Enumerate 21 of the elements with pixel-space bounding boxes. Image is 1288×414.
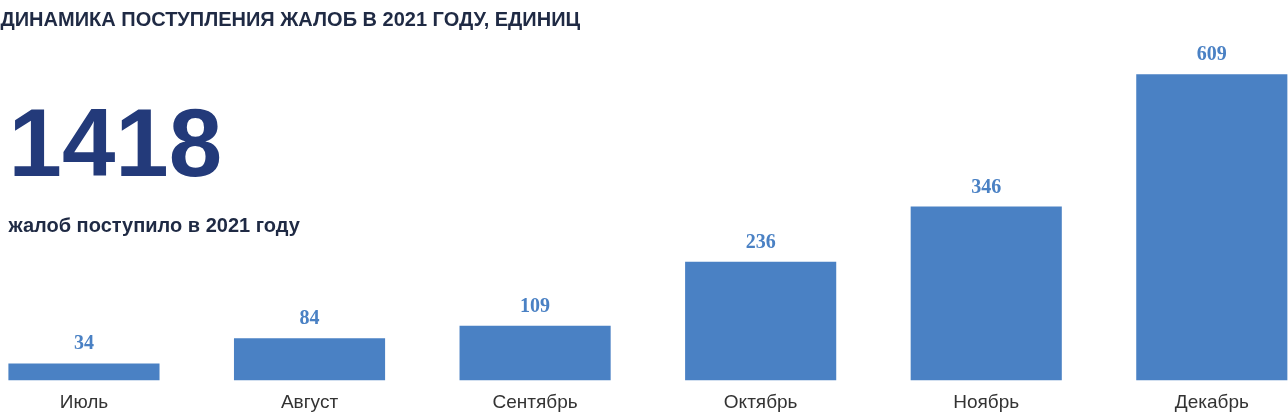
- data-label: 236: [745, 229, 776, 252]
- x-tick-label: Октябрь: [723, 390, 798, 412]
- chart-title: ДИНАМИКА ПОСТУПЛЕНИЯ ЖАЛОБ В 2021 ГОДУ, ЕДИНИЦ: [0, 7, 581, 30]
- bar: [910, 206, 1062, 381]
- x-tick-label: Декабрь: [1174, 390, 1249, 412]
- bar: [685, 261, 837, 381]
- data-label: 609: [1196, 42, 1227, 65]
- bar: [459, 325, 611, 381]
- data-label: 109: [520, 293, 551, 316]
- annotation: 1418: [8, 88, 223, 196]
- annotation: жалоб поступило в 2021 году: [7, 213, 301, 236]
- x-tick-label: Август: [280, 390, 339, 412]
- bar: [8, 363, 160, 381]
- x-tick-label: Июль: [59, 390, 109, 412]
- x-tick-label: Ноябрь: [953, 390, 1020, 412]
- data-label: 346: [971, 174, 1002, 197]
- x-tick-label: Сентябрь: [492, 390, 578, 412]
- bar: [1136, 74, 1288, 381]
- bar: [233, 338, 386, 381]
- data-label: 34: [73, 331, 94, 354]
- data-label: 84: [299, 306, 320, 329]
